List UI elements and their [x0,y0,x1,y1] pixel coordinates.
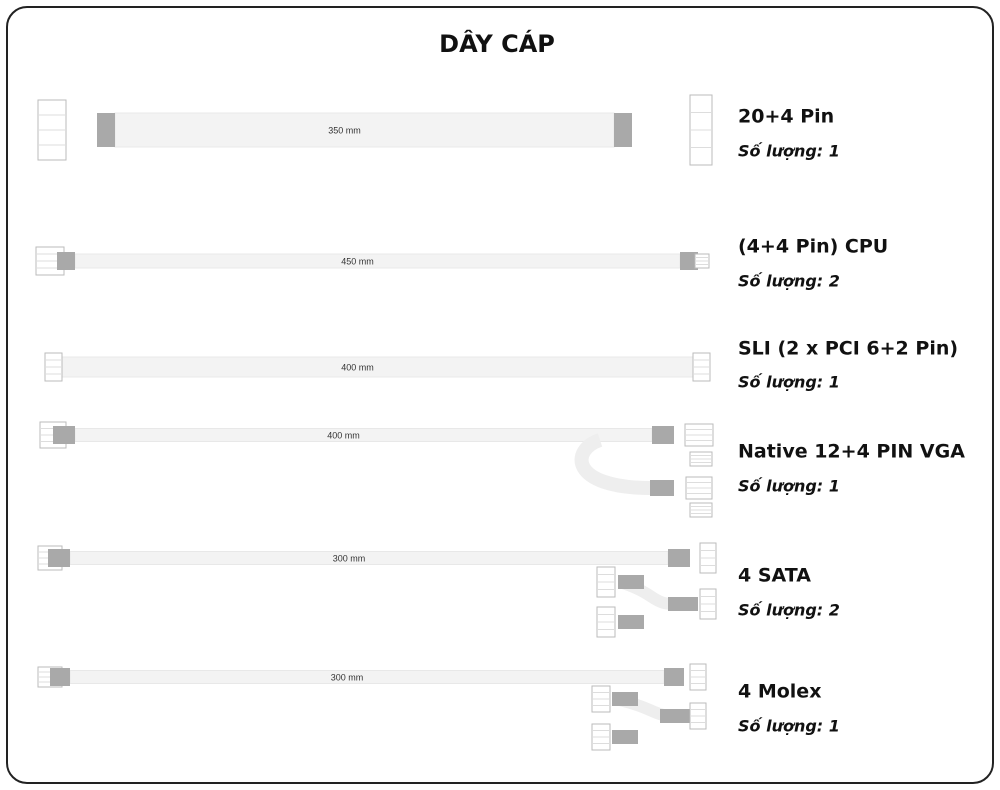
cable-name: SLI (2 x PCI 6+2 Pin) [738,338,958,360]
sleeve [660,709,690,723]
cable [69,670,665,684]
cable [69,551,669,565]
sleeve [612,730,638,744]
cable-quantity: Số lượng: 2 [738,272,840,291]
sleeve [668,549,690,567]
cable-quantity: Số lượng: 2 [738,601,840,620]
cable-quantity: Số lượng: 1 [738,477,840,496]
cable-quantity: Số lượng: 1 [738,373,840,392]
sleeve [618,615,644,629]
sleeve [680,252,698,270]
sleeve [97,113,115,147]
cable-name: 4 SATA [738,565,811,587]
cable [74,428,653,442]
cable-quantity: Số lượng: 1 [738,717,840,736]
sleeve [612,692,638,706]
sleeve [652,426,674,444]
sleeve [664,668,684,686]
cable-name: (4+4 Pin) CPU [738,236,888,258]
frame [6,6,994,784]
cable-branch [574,433,651,495]
cable [61,356,694,378]
sleeve [50,668,70,686]
cable-name: 20+4 Pin [738,106,834,128]
sleeve [650,480,674,496]
cable-name: Native 12+4 PIN VGA [738,441,965,463]
cable-length: 450 mm [341,256,374,266]
cable [74,253,681,269]
cable-length: 400 mm [327,430,360,440]
sleeve [57,252,75,270]
sleeve [48,549,70,567]
sleeve [614,113,632,147]
cable-length: 300 mm [331,672,364,682]
cable-quantity: Số lượng: 1 [738,142,840,161]
title: DÂY CÁP [439,29,555,58]
sleeve [53,426,75,444]
sleeve [668,597,698,611]
sleeve [618,575,644,589]
cable-length: 350 mm [328,125,361,135]
cable [114,112,615,148]
cable-length: 300 mm [333,553,366,563]
cable-name: 4 Molex [738,681,821,703]
cable-length: 400 mm [341,362,374,372]
